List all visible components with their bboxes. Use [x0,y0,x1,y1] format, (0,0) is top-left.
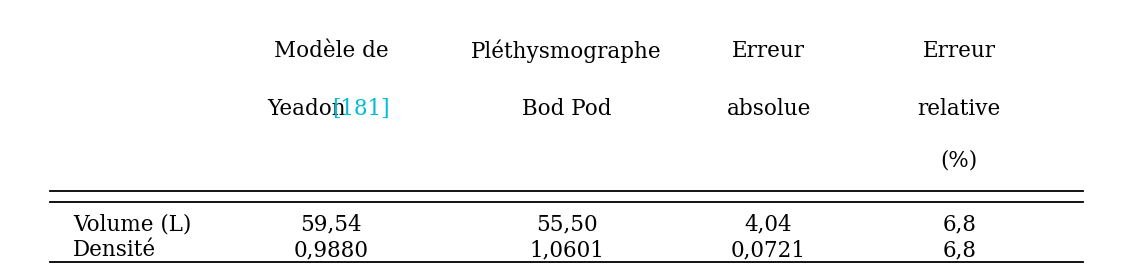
Text: [181]: [181] [332,98,389,120]
Text: Erreur: Erreur [732,40,806,62]
Text: Volume (L): Volume (L) [73,213,192,235]
Text: relative: relative [918,98,1001,120]
Text: 55,50: 55,50 [536,213,597,235]
Text: Yeadon: Yeadon [267,98,352,120]
Text: 59,54: 59,54 [301,213,361,235]
Text: 6,8: 6,8 [942,213,976,235]
Text: 0,0721: 0,0721 [732,239,806,261]
Text: Modèle de: Modèle de [274,40,388,62]
Text: 6,8: 6,8 [942,239,976,261]
Text: 1,0601: 1,0601 [530,239,604,261]
Text: Bod Pod: Bod Pod [522,98,611,120]
Text: Densité: Densité [73,239,156,261]
Text: (%): (%) [940,150,978,172]
Text: absolue: absolue [726,98,811,120]
Text: 0,9880: 0,9880 [294,239,368,261]
Text: Erreur: Erreur [922,40,996,62]
Text: Pléthysmographe: Pléthysmographe [471,39,662,63]
Text: 4,04: 4,04 [745,213,792,235]
